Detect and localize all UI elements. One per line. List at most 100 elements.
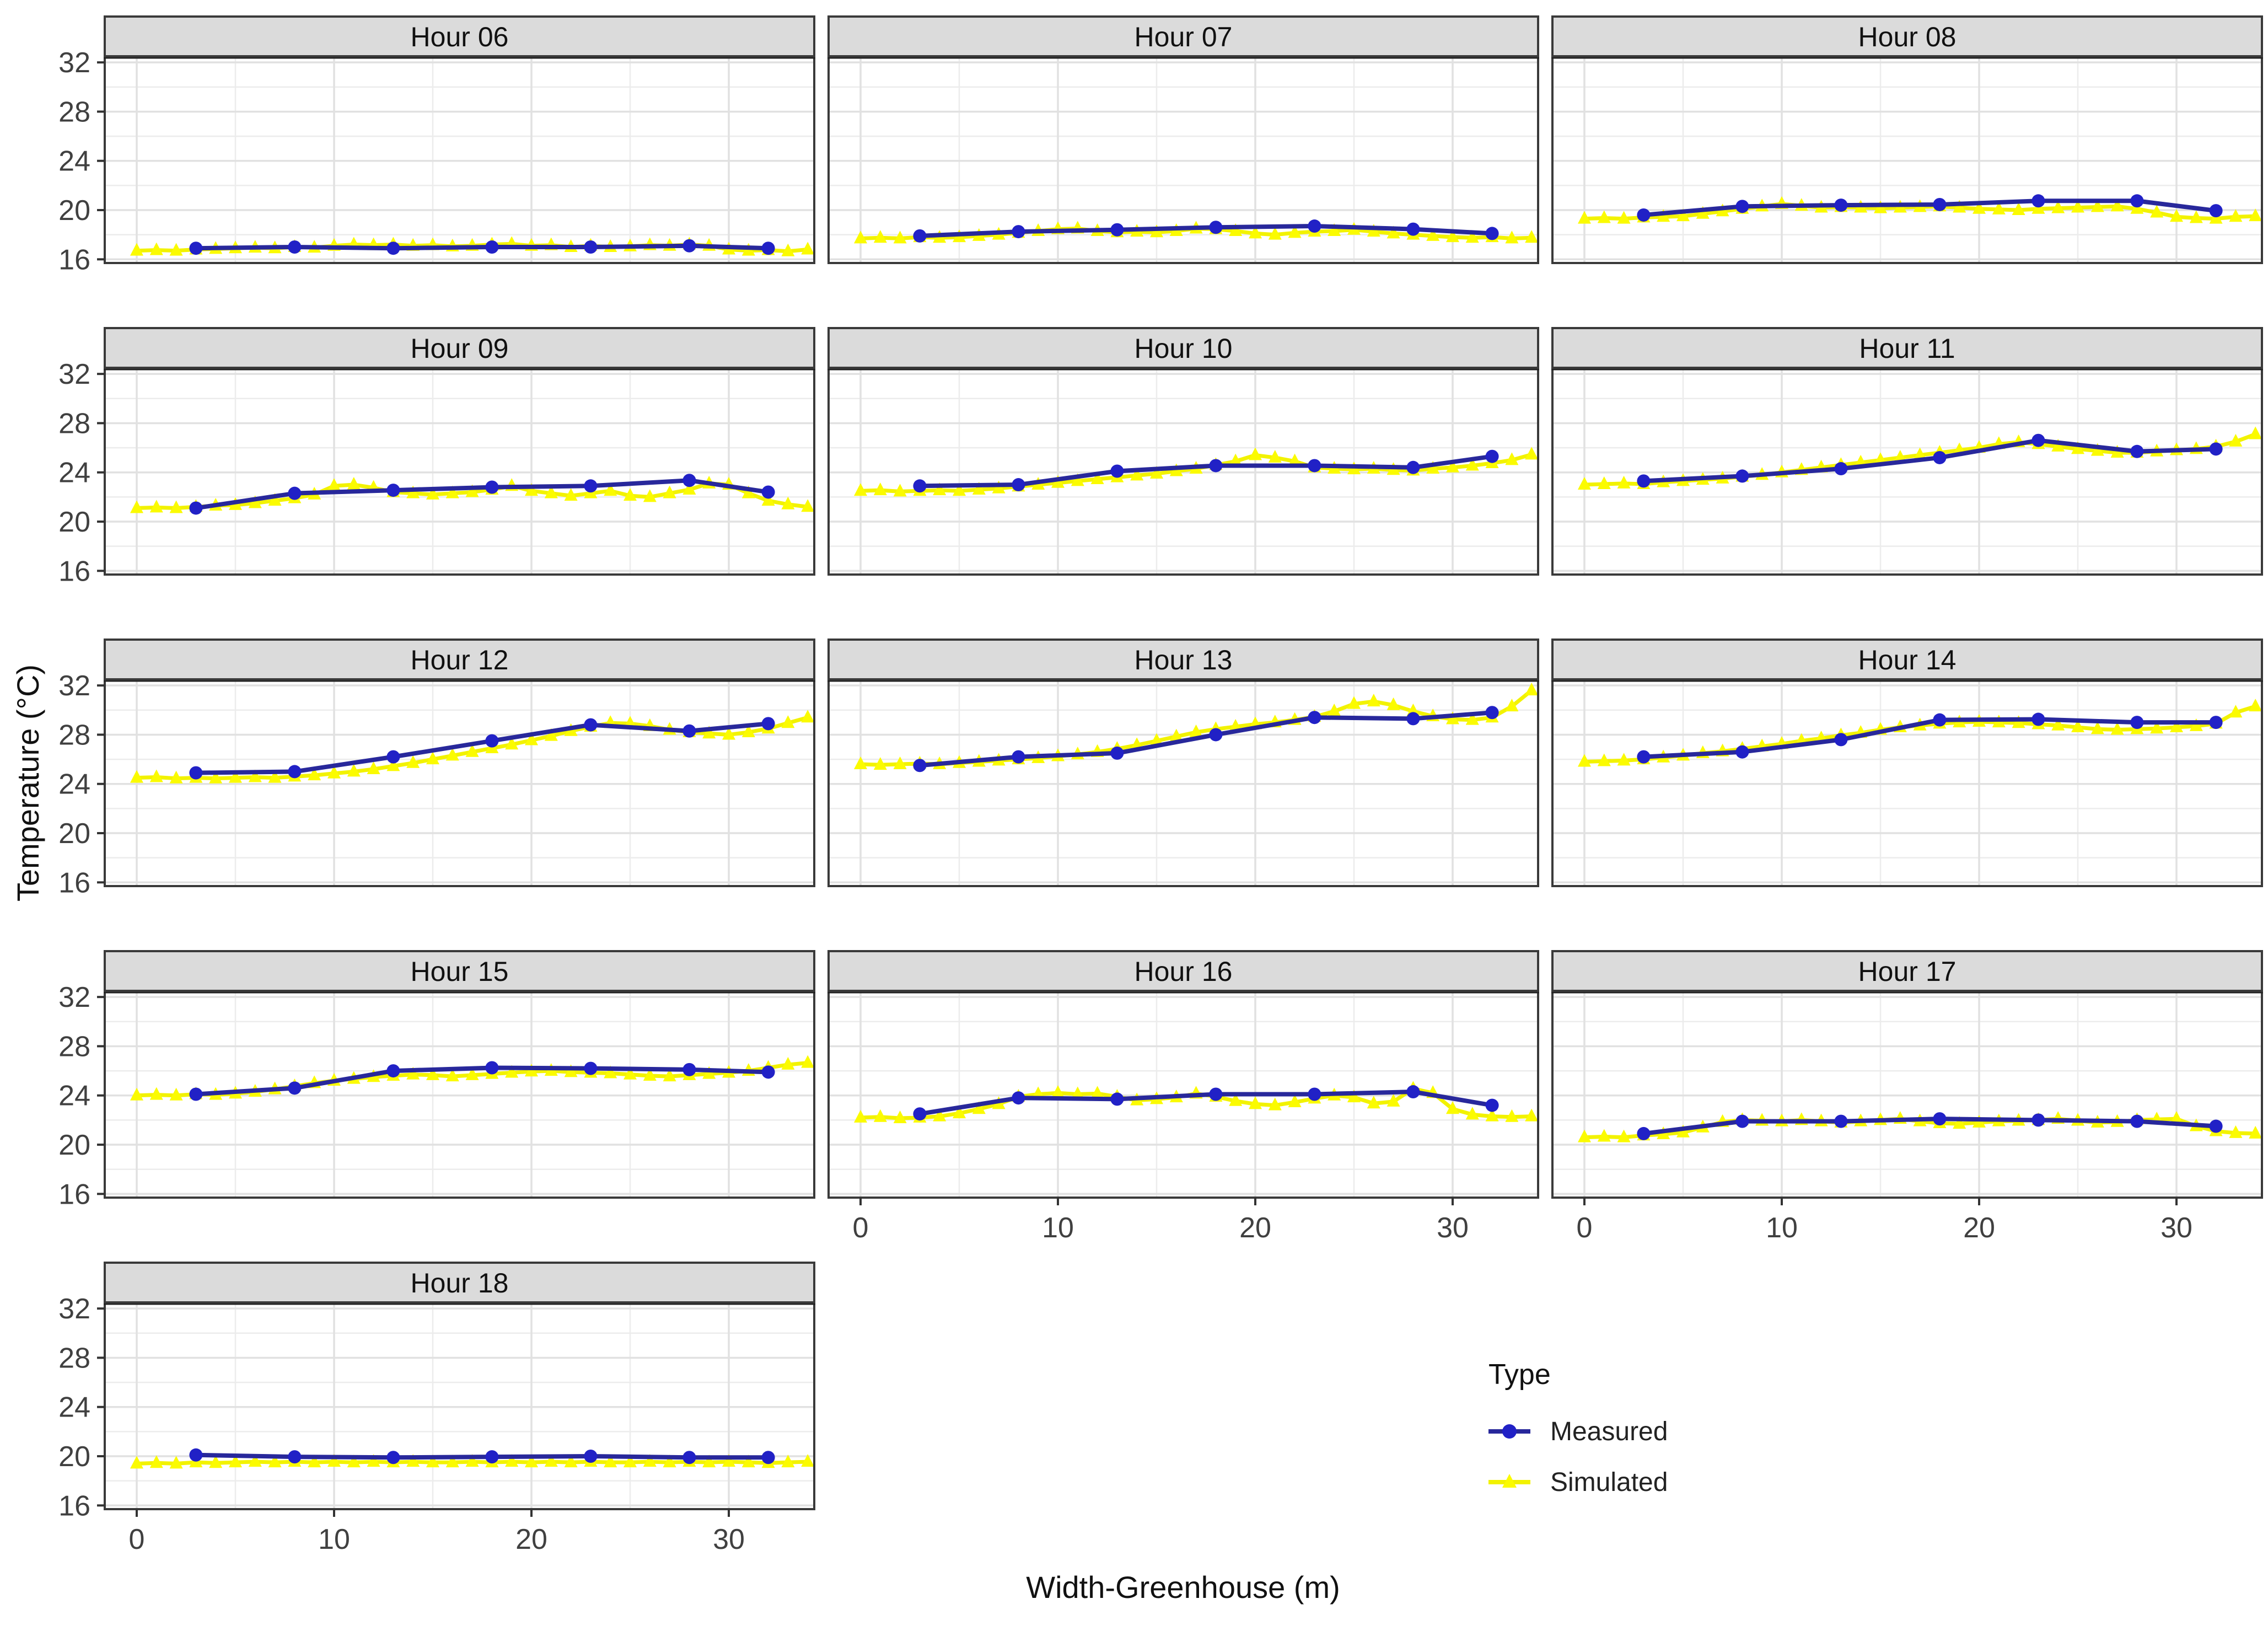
legend-simulated-marker — [1502, 1474, 1517, 1488]
measured-point — [2209, 442, 2223, 456]
measured-point — [1209, 221, 1223, 234]
measured-point — [1485, 449, 1499, 463]
facet-strip — [827, 15, 1539, 57]
panel-hour-17: Hour 17 0 10 20 30 — [1551, 950, 2263, 1244]
measured-point — [913, 229, 927, 243]
y-tick-label: 16 — [58, 867, 90, 899]
measured-line — [196, 243, 768, 251]
measured-point — [189, 501, 203, 515]
facet-strip-label: Hour 09 — [411, 333, 509, 364]
y-tick-label: 20 — [58, 818, 90, 850]
panel-hour-09: Hour 09 16 20 24 28 32 — [58, 327, 815, 587]
y-tick-label: 28 — [58, 96, 90, 128]
x-tick-label: 10 — [1766, 1212, 1798, 1244]
measured-point — [386, 242, 400, 255]
measured-point — [485, 1450, 499, 1464]
measured-point — [2130, 1114, 2144, 1128]
panel-hour-08: Hour 08 — [1551, 15, 2263, 264]
legend-title: Type — [1488, 1359, 1551, 1391]
x-tick-label: 30 — [713, 1523, 745, 1555]
measured-point — [2130, 716, 2144, 729]
y-axis-title: Temperature (°C) — [10, 664, 45, 902]
y-tick-label: 28 — [58, 719, 90, 751]
facet-strip — [1551, 950, 2263, 992]
panel-background — [1552, 56, 2262, 263]
simulated-points — [130, 1454, 815, 1469]
panel-background — [105, 679, 814, 886]
measured-point — [1209, 459, 1223, 473]
measured-point — [189, 766, 203, 780]
panel-hour-07: Hour 07 — [827, 15, 1539, 264]
facet-strip — [1551, 639, 2263, 680]
facet-strip-label: Hour 17 — [1858, 956, 1957, 987]
measured-point — [386, 750, 400, 764]
measured-point — [1209, 1087, 1223, 1101]
measured-point — [1834, 733, 1848, 747]
facet-strip-label: Hour 18 — [411, 1268, 509, 1299]
panel-background — [105, 368, 814, 575]
measured-point — [288, 1450, 302, 1464]
facet-strip — [1551, 327, 2263, 369]
measured-point — [1110, 464, 1124, 478]
panel-hour-18: Hour 18 16 20 24 28 32 0 10 20 30 — [58, 1262, 815, 1555]
measured-point — [1110, 223, 1124, 237]
legend-measured-label: Measured — [1550, 1417, 1668, 1446]
facet-strip-label: Hour 08 — [1858, 22, 1957, 52]
measured-point — [2209, 716, 2223, 729]
measured-point — [1637, 750, 1651, 764]
y-tick-label: 32 — [58, 1293, 90, 1325]
measured-point — [2031, 1113, 2045, 1127]
simulated-points — [854, 447, 1539, 497]
measured-point — [1012, 225, 1025, 239]
facet-strip-label: Hour 07 — [1135, 22, 1233, 52]
grid-minor — [105, 368, 814, 575]
y-tick-label: 16 — [58, 555, 90, 587]
measured-point — [386, 484, 400, 497]
y-tick-label: 20 — [58, 1441, 90, 1473]
measured-point — [1485, 706, 1499, 720]
measured-point — [584, 1061, 598, 1075]
y-tick-label: 20 — [58, 1129, 90, 1161]
x-tick-label: 0 — [853, 1212, 869, 1244]
measured-point — [2209, 204, 2223, 218]
measured-point — [682, 474, 696, 487]
y-tick-label: 32 — [58, 670, 90, 702]
x-tick-label: 20 — [1963, 1212, 1995, 1244]
measured-point — [584, 1450, 598, 1463]
measured-point — [1933, 1112, 1947, 1126]
x-tick-label: 20 — [515, 1523, 547, 1555]
measured-point — [1209, 728, 1223, 742]
measured-point — [2031, 712, 2045, 726]
panel-hour-12: Hour 12 16 20 24 28 32 — [58, 639, 815, 899]
measured-point — [1110, 1092, 1124, 1106]
y-tick-label: 24 — [58, 146, 90, 178]
x-tick-label: 20 — [1239, 1212, 1271, 1244]
measured-point — [584, 240, 598, 254]
measured-point — [1735, 469, 1749, 483]
measured-point — [2130, 194, 2144, 208]
panel-background — [1552, 991, 2262, 1198]
y-tick-label: 32 — [58, 358, 90, 390]
measured-point — [761, 1451, 775, 1464]
x-tick-label: 10 — [318, 1523, 350, 1555]
simulated-points — [854, 683, 1539, 770]
x-tick-label: 0 — [1577, 1212, 1593, 1244]
measured-point — [1308, 459, 1321, 473]
facet-strip-label: Hour 14 — [1858, 645, 1957, 675]
panel-hour-06: Hour 06 16 20 24 28 32 — [58, 15, 815, 276]
measured-point — [1485, 227, 1499, 240]
facet-strip — [104, 950, 815, 992]
y-tick-label: 16 — [58, 1490, 90, 1522]
measured-point — [913, 479, 927, 493]
y-tick-label: 20 — [58, 195, 90, 227]
measured-point — [386, 1064, 400, 1078]
plot-root: Hour 06 16 20 24 28 32 Hour 07 Hour 08 Hour 09 16… — [10, 15, 2263, 1605]
measured-point — [761, 242, 775, 255]
panel-hour-15: Hour 15 16 20 24 28 32 — [58, 950, 815, 1210]
grid-major — [829, 56, 1538, 263]
simulated-points — [854, 221, 1539, 244]
measured-point — [1406, 1085, 1420, 1099]
y-tick-label: 28 — [58, 1031, 90, 1063]
measured-point — [1406, 712, 1420, 726]
facet-strip-label: Hour 15 — [411, 956, 509, 987]
